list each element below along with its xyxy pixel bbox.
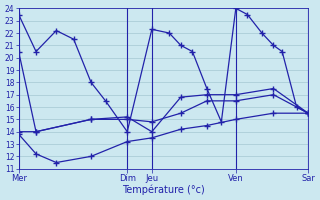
- X-axis label: Température (°c): Température (°c): [122, 185, 205, 195]
